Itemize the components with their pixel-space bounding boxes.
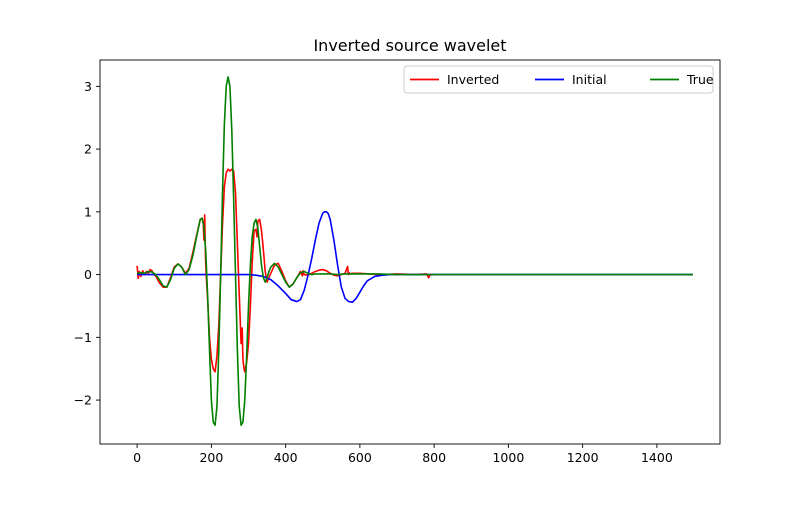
legend: Inverted Initial True (403, 65, 714, 94)
y-tick-label: −2 (74, 393, 92, 408)
y-tick-label: −1 (74, 330, 92, 345)
x-tick-label: 1000 (492, 450, 524, 465)
y-tick-label: 2 (84, 142, 92, 157)
axes-frame (99, 59, 721, 445)
x-tick-label: 1200 (567, 450, 599, 465)
plot-area (136, 76, 693, 426)
x-tick-label: 200 (199, 450, 223, 465)
legend-label-initial: Initial (572, 72, 607, 87)
legend-label-inverted: Inverted (447, 72, 499, 87)
y-tick-label: 3 (84, 79, 92, 94)
series-line-initial (137, 211, 693, 303)
x-tick-label: 0 (133, 450, 141, 465)
legend-label-true: True (686, 72, 714, 87)
x-tick-label: 1400 (641, 450, 673, 465)
chart-title: Inverted source wavelet (313, 36, 506, 55)
y-tick-label: 0 (84, 267, 92, 282)
x-tick-label: 800 (422, 450, 446, 465)
y-tick-label: 1 (84, 204, 92, 219)
x-tick-label: 600 (348, 450, 372, 465)
axes: 0 200 400 600 800 1000 1200 1400 −2 −1 0 1 2 3 (74, 59, 721, 465)
series-line-true (136, 76, 693, 426)
x-tick-label: 400 (274, 450, 298, 465)
